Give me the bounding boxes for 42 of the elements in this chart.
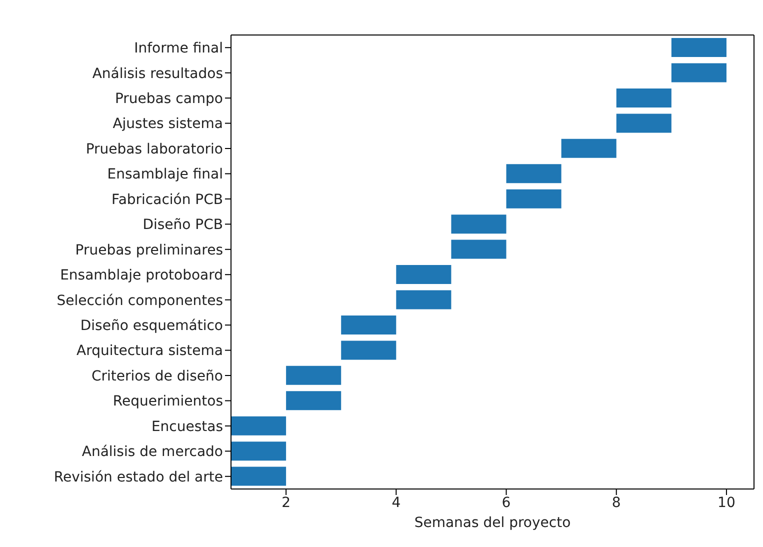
- bar: [231, 442, 286, 461]
- y-tick-label: Requerimientos: [112, 394, 223, 410]
- y-tick-label: Diseño esquemático: [80, 318, 223, 334]
- y-tick-label: Pruebas campo: [114, 91, 223, 108]
- y-tick-label: Selección componentes: [56, 292, 223, 309]
- bar: [616, 114, 672, 133]
- y-tick-label: Arquitectura sistema: [76, 343, 223, 360]
- y-tick-label: Ensamblaje protoboard: [60, 268, 223, 284]
- x-tick-label: 4: [392, 494, 401, 511]
- y-tick-label: Pruebas laboratorio: [86, 141, 223, 158]
- x-tick-label: 10: [718, 494, 736, 511]
- bar: [671, 63, 726, 82]
- bar: [616, 88, 672, 108]
- bar: [231, 466, 286, 486]
- bar: [396, 265, 452, 284]
- y-tick-label: Análisis de mercado: [82, 444, 223, 460]
- bar: [341, 315, 396, 334]
- bar: [451, 240, 506, 259]
- y-tick-label: Análisis resultados: [92, 66, 223, 82]
- y-tick-label: Revisión estado del arte: [54, 469, 223, 486]
- bar: [671, 38, 726, 58]
- bar: [506, 189, 562, 208]
- x-tick-label: 6: [502, 494, 511, 511]
- bar: [451, 214, 506, 234]
- y-tick-label: Diseño PCB: [142, 217, 223, 234]
- bar: [506, 164, 562, 184]
- y-tick-label: Informe final: [134, 40, 223, 57]
- bar: [396, 290, 452, 310]
- y-tick-label: Ensamblaje final: [107, 166, 223, 183]
- y-tick-label: Pruebas preliminares: [75, 242, 223, 258]
- bar: [286, 391, 342, 410]
- x-tick-label: 8: [612, 494, 621, 511]
- bar: [231, 416, 286, 436]
- bar: [561, 138, 616, 158]
- y-tick-label: Fabricación PCB: [112, 192, 223, 208]
- bar: [341, 340, 396, 360]
- y-tick-label: Ajustes sistema: [112, 116, 223, 132]
- y-tick-label: Encuestas: [151, 418, 223, 435]
- bar: [286, 366, 342, 385]
- x-axis-title: Semanas del proyecto: [414, 515, 571, 531]
- x-tick-label: 2: [282, 494, 291, 511]
- y-tick-label: Criterios de diseño: [91, 368, 223, 384]
